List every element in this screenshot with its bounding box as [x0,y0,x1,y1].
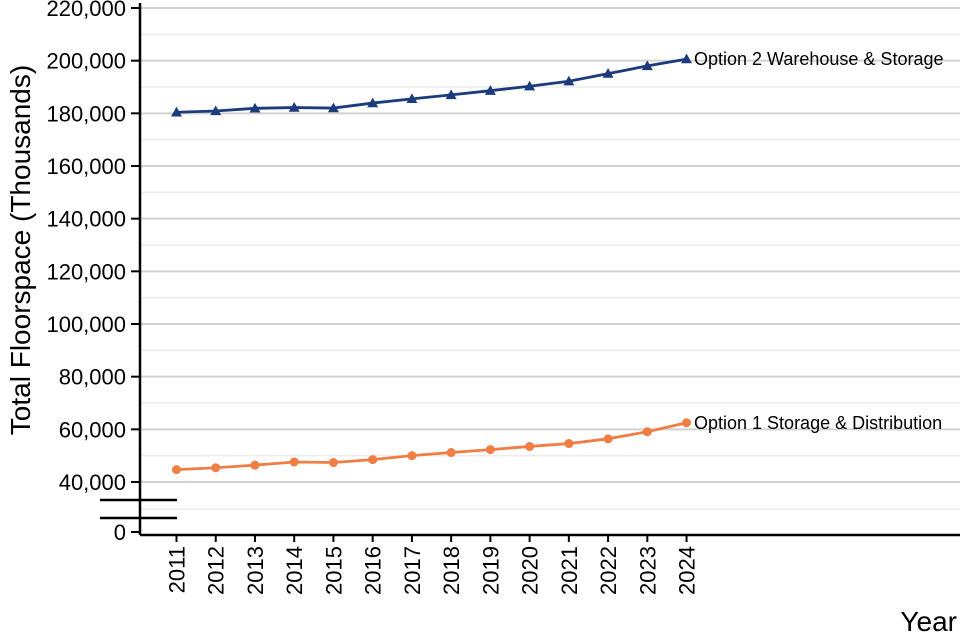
data-point-marker [682,418,692,428]
x-tick-label: 2020 [518,546,543,595]
x-axis-title: Year [900,606,957,637]
data-point-marker [524,80,536,91]
series-option2 [171,53,693,117]
data-point-marker [328,458,338,468]
data-point-marker [249,102,261,113]
x-tick-label: 2019 [478,546,503,595]
x-tick-label: 2014 [282,546,307,595]
data-point-marker [485,445,495,455]
x-tick-label: 2012 [204,546,229,595]
x-tick-label: 2015 [321,546,346,595]
y-tick-label: 200,000 [46,49,126,74]
y-tick-label: 180,000 [46,101,126,126]
axis-break-marks [100,498,177,520]
y-tick-label: 120,000 [46,259,126,284]
data-point-marker [564,439,574,449]
data-point-marker [289,457,299,467]
data-point-marker [250,460,260,470]
data-point-marker [641,60,653,71]
series-label-option2: Option 2 Warehouse & Storage [694,49,943,69]
data-point-marker [368,455,378,465]
x-tick-label: 2024 [675,546,700,595]
y-tick-label: 40,000 [59,470,126,495]
data-point-marker [406,93,418,104]
y-tick-label: 60,000 [59,417,126,442]
gridlines-minor [140,33,960,510]
x-tick-label: 2018 [439,546,464,595]
data-point-marker [525,441,535,451]
x-tick-label: 2023 [635,546,660,595]
x-tick-label: 2022 [596,546,621,595]
x-tick-label: 2016 [361,546,386,595]
data-point-marker [172,465,181,475]
x-tick-labels: 2011 2012 2013 2014 2015 2016 2017 2018 2019 2020… [165,546,700,595]
data-point-marker [327,102,339,113]
x-tick-label: 2011 [165,546,190,593]
data-point-marker [642,427,652,437]
data-point-marker [210,105,222,116]
series-line [176,421,687,472]
y-axis-title: Total Floorspace (Thousands) [5,65,36,435]
data-point-marker [171,106,182,117]
series-line [176,57,687,114]
data-point-marker [367,97,379,108]
y-tick-label: 80,000 [59,365,126,390]
y-tick-label: 140,000 [46,207,126,232]
axes [131,3,960,542]
data-point-marker [602,68,614,78]
x-tick-label: 2021 [557,546,582,595]
data-point-marker [446,448,456,458]
data-point-marker [603,434,613,444]
data-point-marker [484,85,496,95]
data-point-marker [407,451,417,461]
data-point-marker [211,463,221,473]
data-point-marker [445,89,457,100]
series-option1 [172,418,692,475]
x-tick-label: 2017 [400,546,425,595]
y-tick-labels: 0 40,000 60,000 80,000 100,000 120,000 140,000… [46,0,126,545]
x-tick-label: 2013 [243,546,268,595]
y-tick-label: 100,000 [46,312,126,337]
series-label-option1: Option 1 Storage & Distribution [694,413,942,433]
y-tick-label: 220,000 [46,0,126,21]
data-point-marker [681,53,693,64]
gridlines-major [140,7,960,483]
data-point-marker [563,75,575,86]
y-tick-label: 160,000 [46,154,126,179]
data-point-marker [288,102,300,112]
y-tick-label: 0 [114,520,126,545]
